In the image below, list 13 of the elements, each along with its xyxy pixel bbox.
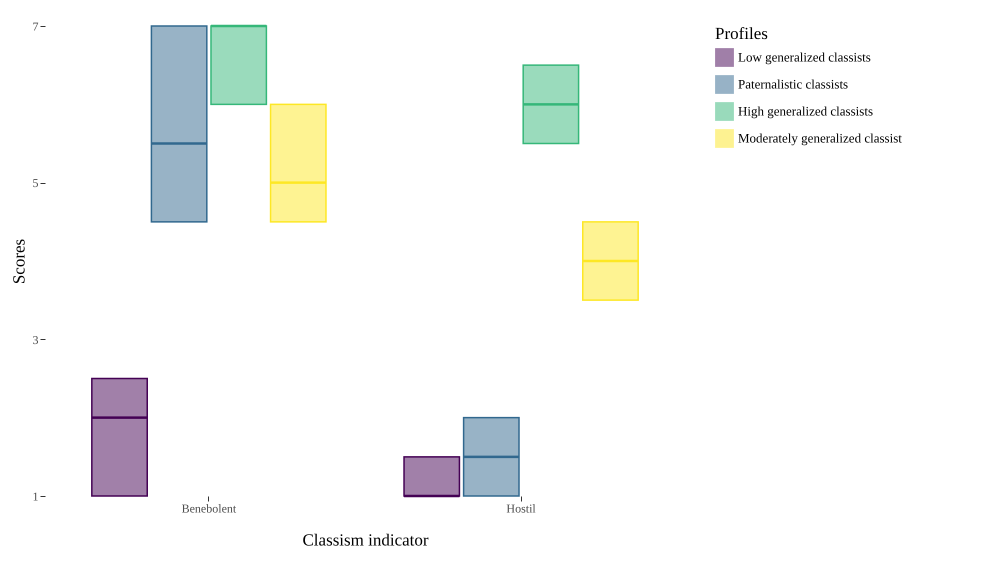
x-tick-label: Hostil bbox=[506, 502, 536, 516]
legend-label: Low generalized classists bbox=[738, 50, 871, 64]
x-axis-title: Classism indicator bbox=[302, 530, 429, 550]
y-tick-label: 7 bbox=[32, 20, 38, 34]
legend-title: Profiles bbox=[715, 24, 768, 43]
legend-label: Moderately generalized classist bbox=[738, 130, 902, 146]
y-tick-label: 5 bbox=[32, 176, 38, 190]
x-tick-label: Benebolent bbox=[182, 502, 237, 516]
legend-label: Paternalistic classists bbox=[738, 76, 848, 92]
legend-label: High generalized classists bbox=[738, 104, 874, 118]
y-tick-label: 3 bbox=[32, 332, 38, 347]
y-axis-title: Scores bbox=[10, 238, 28, 284]
y-tick-label: 1 bbox=[32, 490, 38, 504]
